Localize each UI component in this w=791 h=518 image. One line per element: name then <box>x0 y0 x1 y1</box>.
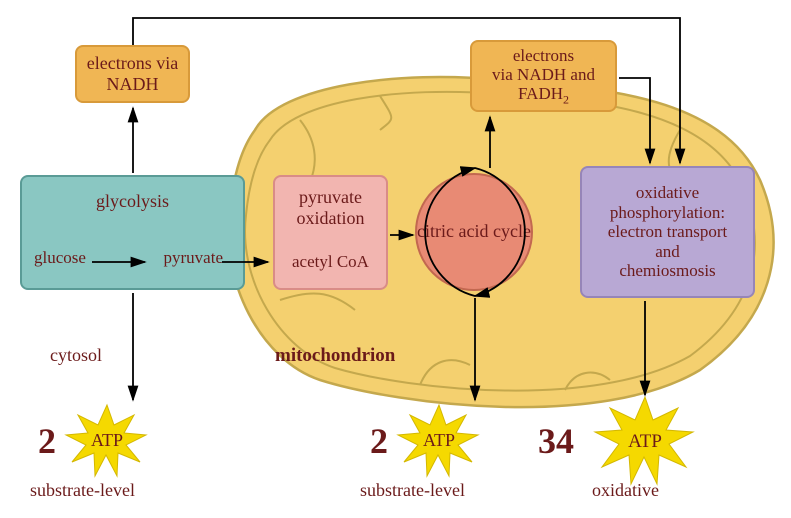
atp-num-2: 2 <box>370 420 388 462</box>
nadh-right-l2: via NADH and <box>492 65 595 84</box>
atp-text-3: ATP <box>628 431 662 452</box>
sub-level-2: substrate-level <box>360 480 465 501</box>
atp-star-3: ATP <box>590 392 700 487</box>
glycolysis-title: glycolysis <box>22 191 243 212</box>
glucose-label: glucose <box>34 248 86 268</box>
pyruvate-ox-title: pyruvate oxidation <box>275 187 386 228</box>
cytosol-label: cytosol <box>50 345 102 366</box>
nadh-right-l3: FADH <box>518 84 563 103</box>
atp-text-2: ATP <box>423 430 455 450</box>
pyruvate-label: pyruvate <box>164 248 223 268</box>
nadh-left-box: electrons via NADH <box>75 45 190 103</box>
ox-l1: oxidative <box>636 183 699 202</box>
atp-star-2: ATP <box>394 400 484 480</box>
cac-title: citric acid cycle <box>417 222 531 242</box>
acetyl-coa-label: acetyl CoA <box>275 252 386 272</box>
glycolysis-box: glycolysis glucose pyruvate <box>20 175 245 290</box>
ox-l5: chemiosmosis <box>619 261 715 280</box>
ox-l4: and <box>655 242 680 261</box>
atp-num-3: 34 <box>538 420 574 462</box>
atp-text-1: ATP <box>91 430 123 450</box>
mitochondrion-label: mitochondrion <box>275 345 395 367</box>
nadh-left-text: electrons via NADH <box>77 53 188 94</box>
cac-circle: citric acid cycle <box>415 173 533 291</box>
ox-l3: electron transport <box>608 222 727 241</box>
atp-num-1: 2 <box>38 420 56 462</box>
sub-level-1: substrate-level <box>30 480 135 501</box>
nadh-right-box: electrons via NADH and FADH2 <box>470 40 617 112</box>
nadh-right-sub: 2 <box>563 92 569 106</box>
atp-star-1: ATP <box>62 400 152 480</box>
ox-l2: phosphorylation: <box>610 203 725 222</box>
ox-phos-box: oxidative phosphorylation: electron tran… <box>580 166 755 298</box>
pyruvate-ox-box: pyruvate oxidation acetyl CoA <box>273 175 388 290</box>
nadh-right-l1: electrons <box>513 46 574 65</box>
